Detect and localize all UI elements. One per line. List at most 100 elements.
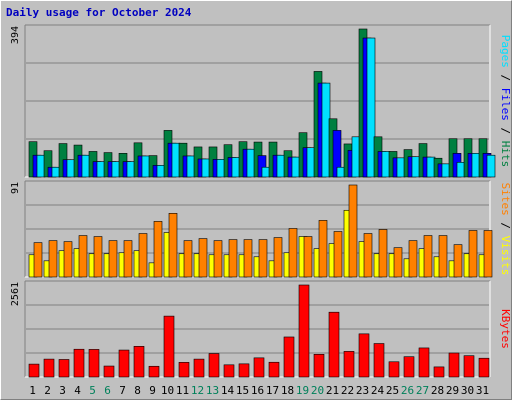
- legend-text-0: KBytes: [499, 309, 512, 349]
- bar-sites-5: [93, 236, 103, 278]
- x-tick-label-5: 5: [89, 384, 96, 397]
- bar-kbytes-2: [43, 358, 55, 378]
- bar-sites-16: [258, 239, 268, 278]
- bar-sites-19: [303, 236, 313, 278]
- y-max-label: 2561: [10, 282, 21, 306]
- bar-sites-6: [108, 240, 118, 278]
- x-tick-label-14: 14: [221, 384, 235, 397]
- legend-text-1: /: [499, 68, 512, 88]
- x-tick-label-27: 27: [416, 384, 429, 397]
- bar-kbytes-31: [478, 357, 490, 378]
- bar-kbytes-12: [193, 358, 205, 378]
- bar-kbytes-11: [178, 362, 190, 378]
- panel-hits-files-pages: 394 Pages / Files / Hits: [10, 24, 512, 178]
- bar-kbytes-17: [268, 361, 280, 378]
- panel-kbytes: 2561 KBytes: [10, 280, 512, 378]
- bar-kbytes-8: [133, 346, 145, 378]
- legend-text-0: Sites: [499, 183, 512, 216]
- bar-sites-15: [243, 239, 253, 278]
- bar-sites-18: [288, 228, 298, 278]
- x-tick-label-7: 7: [119, 384, 126, 397]
- x-tick-label-16: 16: [251, 384, 264, 397]
- y-max-label: 394: [10, 26, 21, 44]
- legend-label: KBytes: [499, 309, 512, 349]
- bar-kbytes-14: [223, 364, 235, 378]
- bar-kbytes-28: [433, 366, 445, 378]
- x-tick-label-20: 20: [311, 384, 324, 397]
- x-tick-label-4: 4: [74, 384, 81, 397]
- bar-kbytes-15: [238, 363, 250, 378]
- bar-sites-10: [168, 213, 178, 278]
- x-tick-label-22: 22: [341, 384, 354, 397]
- bar-kbytes-27: [418, 347, 430, 378]
- x-tick-label-1: 1: [29, 384, 36, 397]
- x-tick-label-30: 30: [461, 384, 474, 397]
- bar-kbytes-21: [328, 311, 340, 378]
- x-tick-label-31: 31: [476, 384, 489, 397]
- x-tick-label-24: 24: [371, 384, 385, 397]
- bar-sites-4: [78, 235, 88, 278]
- bar-kbytes-1: [28, 363, 40, 378]
- bar-sites-25: [393, 247, 403, 278]
- bar-sites-30: [468, 230, 478, 278]
- x-tick-label-17: 17: [266, 384, 279, 397]
- bar-sites-14: [228, 239, 238, 278]
- bar-sites-8: [138, 233, 148, 278]
- bar-kbytes-24: [373, 343, 385, 378]
- x-tick-label-19: 19: [296, 384, 309, 397]
- bar-kbytes-4: [73, 348, 85, 378]
- legend-text-0: Pages: [499, 35, 512, 68]
- bar-pages-31: [486, 154, 496, 178]
- x-tick-label-29: 29: [446, 384, 459, 397]
- x-tick-label-13: 13: [206, 384, 219, 397]
- legend-text-2: Files: [499, 88, 512, 121]
- legend-label: Pages / Files / Hits: [499, 35, 512, 168]
- bar-kbytes-10: [163, 315, 175, 378]
- bar-sites-20: [318, 220, 328, 278]
- bar-sites-23: [363, 233, 373, 278]
- bar-sites-7: [123, 240, 133, 278]
- x-tick-label-25: 25: [386, 384, 399, 397]
- x-tick-label-28: 28: [431, 384, 444, 397]
- bar-sites-2: [48, 240, 58, 278]
- bar-kbytes-22: [343, 351, 355, 378]
- x-tick-label-18: 18: [281, 384, 294, 397]
- bar-sites-9: [153, 221, 163, 278]
- bar-kbytes-19: [298, 284, 310, 378]
- bar-kbytes-3: [58, 359, 70, 378]
- bar-sites-17: [273, 237, 283, 278]
- x-tick-label-11: 11: [176, 384, 189, 397]
- bar-kbytes-9: [148, 365, 160, 378]
- bar-kbytes-18: [283, 336, 295, 378]
- bar-kbytes-20: [313, 353, 325, 378]
- legend-text-4: Hits: [499, 141, 512, 168]
- bar-kbytes-30: [463, 355, 475, 378]
- x-tick-label-10: 10: [161, 384, 174, 397]
- bar-kbytes-29: [448, 352, 460, 378]
- bar-kbytes-7: [118, 349, 130, 378]
- bar-kbytes-26: [403, 356, 415, 378]
- x-tick-label-2: 2: [44, 384, 51, 397]
- chart-title: Daily usage for October 2024: [6, 6, 192, 19]
- bar-kbytes-16: [253, 357, 265, 378]
- panel-visits-sites: 91 Sites / Visits: [10, 180, 512, 278]
- bar-kbytes-13: [208, 353, 220, 378]
- bar-pages-23: [366, 37, 376, 178]
- x-tick-label-9: 9: [149, 384, 156, 397]
- bar-sites-27: [423, 235, 433, 278]
- bar-sites-28: [438, 235, 448, 278]
- bar-sites-12: [198, 238, 208, 278]
- bar-sites-13: [213, 240, 223, 278]
- x-tick-label-8: 8: [134, 384, 141, 397]
- x-tick-label-15: 15: [236, 384, 249, 397]
- x-tick-label-21: 21: [326, 384, 339, 397]
- legend-text-1: /: [499, 216, 512, 236]
- bar-kbytes-6: [103, 365, 115, 378]
- legend-text-2: Visits: [499, 236, 512, 276]
- bar-kbytes-5: [88, 349, 100, 378]
- x-tick-label-6: 6: [104, 384, 111, 397]
- legend-text-3: /: [499, 121, 512, 141]
- x-tick-label-12: 12: [191, 384, 204, 397]
- bar-kbytes-23: [358, 333, 370, 378]
